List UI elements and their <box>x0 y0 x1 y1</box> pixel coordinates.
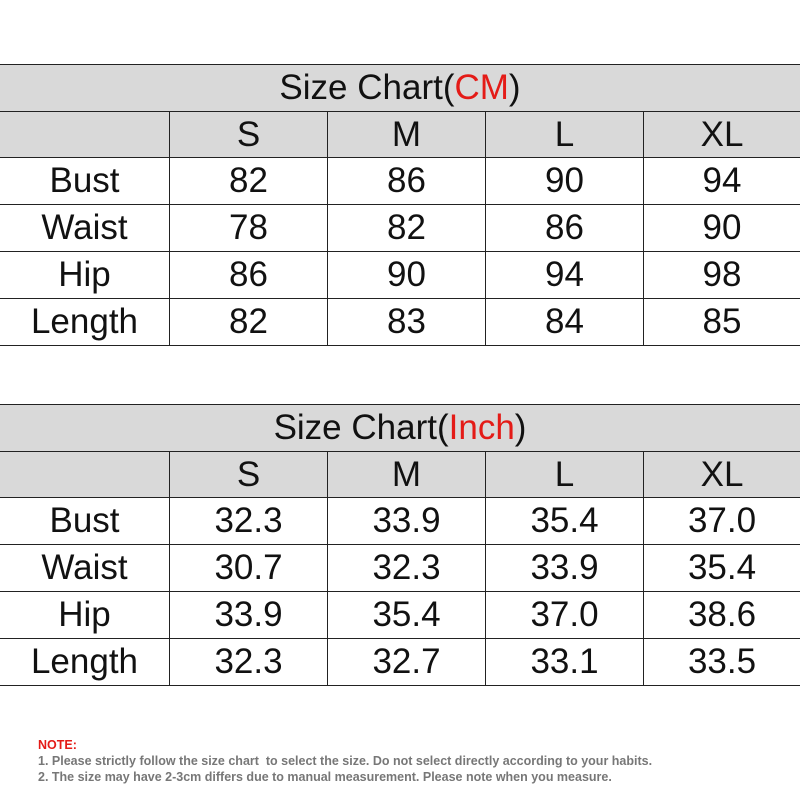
title-part: Size Chart( <box>273 408 449 447</box>
header-cell: M <box>328 452 486 498</box>
value-cell: 33.1 <box>486 639 644 686</box>
value-cell: 86 <box>328 158 486 205</box>
note-label: NOTE: <box>38 738 77 752</box>
value-cell: 33.9 <box>328 498 486 545</box>
value-cell: 32.3 <box>170 498 328 545</box>
value-cell: 82 <box>328 205 486 252</box>
title-part: ) <box>508 68 521 107</box>
header-cell: XL <box>644 112 800 158</box>
row-label: Bust <box>0 158 170 205</box>
title-part: ) <box>514 408 527 447</box>
value-cell: 83 <box>328 299 486 346</box>
value-cell: 35.4 <box>328 592 486 639</box>
header-cell: M <box>328 112 486 158</box>
table-title: Size Chart(CM) <box>0 64 800 112</box>
value-cell: 84 <box>486 299 644 346</box>
note-line: 1. Please strictly follow the size chart… <box>38 754 653 768</box>
value-cell: 98 <box>644 252 800 299</box>
value-cell: 33.9 <box>170 592 328 639</box>
header-cell: L <box>486 112 644 158</box>
value-cell: 35.4 <box>644 545 800 592</box>
value-cell: 37.0 <box>644 498 800 545</box>
note-line: 2. The size may have 2-3cm differs due t… <box>38 770 612 784</box>
value-cell: 90 <box>328 252 486 299</box>
value-cell: 85 <box>644 299 800 346</box>
row-label: Length <box>0 639 170 686</box>
title-part: CM <box>454 68 509 107</box>
value-cell: 37.0 <box>486 592 644 639</box>
table-title: Size Chart(Inch) <box>0 404 800 452</box>
header-cell <box>0 112 170 158</box>
value-cell: 33.9 <box>486 545 644 592</box>
value-cell: 35.4 <box>486 498 644 545</box>
header-cell: S <box>170 112 328 158</box>
row-label: Hip <box>0 592 170 639</box>
value-cell: 86 <box>170 252 328 299</box>
row-label: Length <box>0 299 170 346</box>
value-cell: 86 <box>486 205 644 252</box>
value-cell: 90 <box>486 158 644 205</box>
header-cell <box>0 452 170 498</box>
value-cell: 94 <box>486 252 644 299</box>
value-cell: 32.7 <box>328 639 486 686</box>
row-label: Bust <box>0 498 170 545</box>
value-cell: 82 <box>170 158 328 205</box>
value-cell: 32.3 <box>328 545 486 592</box>
title-part: Inch <box>448 408 515 447</box>
value-cell: 38.6 <box>644 592 800 639</box>
value-cell: 33.5 <box>644 639 800 686</box>
value-cell: 82 <box>170 299 328 346</box>
row-label: Hip <box>0 252 170 299</box>
row-label: Waist <box>0 205 170 252</box>
row-label: Waist <box>0 545 170 592</box>
header-cell: S <box>170 452 328 498</box>
title-part: Size Chart( <box>279 68 455 107</box>
value-cell: 32.3 <box>170 639 328 686</box>
value-cell: 30.7 <box>170 545 328 592</box>
value-cell: 78 <box>170 205 328 252</box>
value-cell: 90 <box>644 205 800 252</box>
header-cell: XL <box>644 452 800 498</box>
value-cell: 94 <box>644 158 800 205</box>
header-cell: L <box>486 452 644 498</box>
